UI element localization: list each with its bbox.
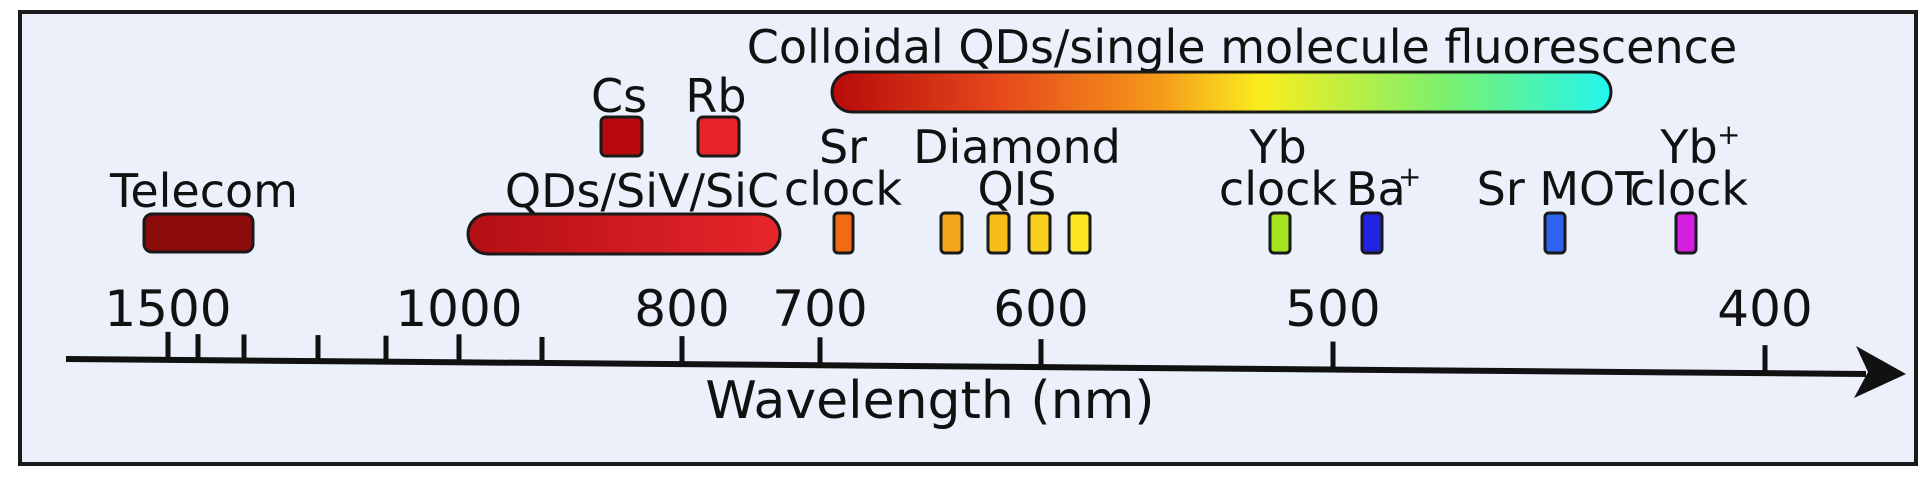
axis-tick-label: 400 (1717, 280, 1812, 338)
label-yb-plus-line2: clock (1630, 162, 1749, 216)
marker-diamond-4 (1067, 211, 1092, 255)
axis-tick-label: 500 (1285, 280, 1380, 338)
marker-cs (599, 115, 644, 158)
label-rb: Rb (685, 69, 746, 123)
label-qds-siv-sic: QDs/SiV/SiC (505, 164, 779, 218)
marker-diamond-3 (1027, 211, 1052, 255)
marker-yb-plus-clock (1674, 211, 1698, 255)
axis-tick-label: 1500 (104, 280, 231, 338)
axis-tick-label: 1000 (395, 280, 522, 338)
axis-arrowhead (1854, 346, 1906, 398)
label-sr-mot: Sr MOT (1477, 162, 1645, 216)
label-yb-clock-line1: Yb (1248, 120, 1306, 174)
axis-tick-label: 800 (634, 280, 729, 338)
axis-tick-label: 700 (772, 280, 867, 338)
label-ba-plus: Ba (1346, 162, 1406, 216)
axis-title: Wavelength (nm) (705, 371, 1154, 431)
axis-line (65, 356, 1867, 377)
label-yb-plus-line1: Yb (1659, 120, 1717, 174)
band-qds-siv-sic (466, 212, 782, 256)
marker-sr-clock (832, 211, 855, 255)
wavelength-axis (65, 346, 1906, 398)
axis-tick-label: 600 (993, 280, 1088, 338)
axis-ticks: 1500 1000 800 700 600 500 400 (104, 280, 1813, 374)
label-yb-plus-sup: + (1717, 118, 1740, 151)
label-sr-clock-line1: Sr (819, 120, 867, 174)
label-sr-clock-line2: clock (784, 162, 903, 216)
marker-ba-plus (1360, 211, 1384, 255)
marker-diamond-2 (986, 211, 1011, 255)
label-diamond-line2: QIS (978, 162, 1057, 216)
label-cs: Cs (591, 69, 647, 123)
label-telecom: Telecom (109, 164, 298, 218)
marker-sr-mot (1543, 211, 1567, 255)
marker-diamond-1 (939, 211, 964, 255)
marker-rb (696, 115, 741, 158)
band-colloidal (830, 70, 1613, 114)
label-yb-clock-line2: clock (1219, 162, 1338, 216)
label-colloidal: Colloidal QDs/single molecule fluorescen… (747, 20, 1737, 74)
label-diamond-line1: Diamond (913, 120, 1121, 174)
marker-yb-clock (1268, 211, 1292, 255)
label-ba-plus-sup: + (1398, 160, 1421, 193)
band-telecom (142, 212, 255, 254)
